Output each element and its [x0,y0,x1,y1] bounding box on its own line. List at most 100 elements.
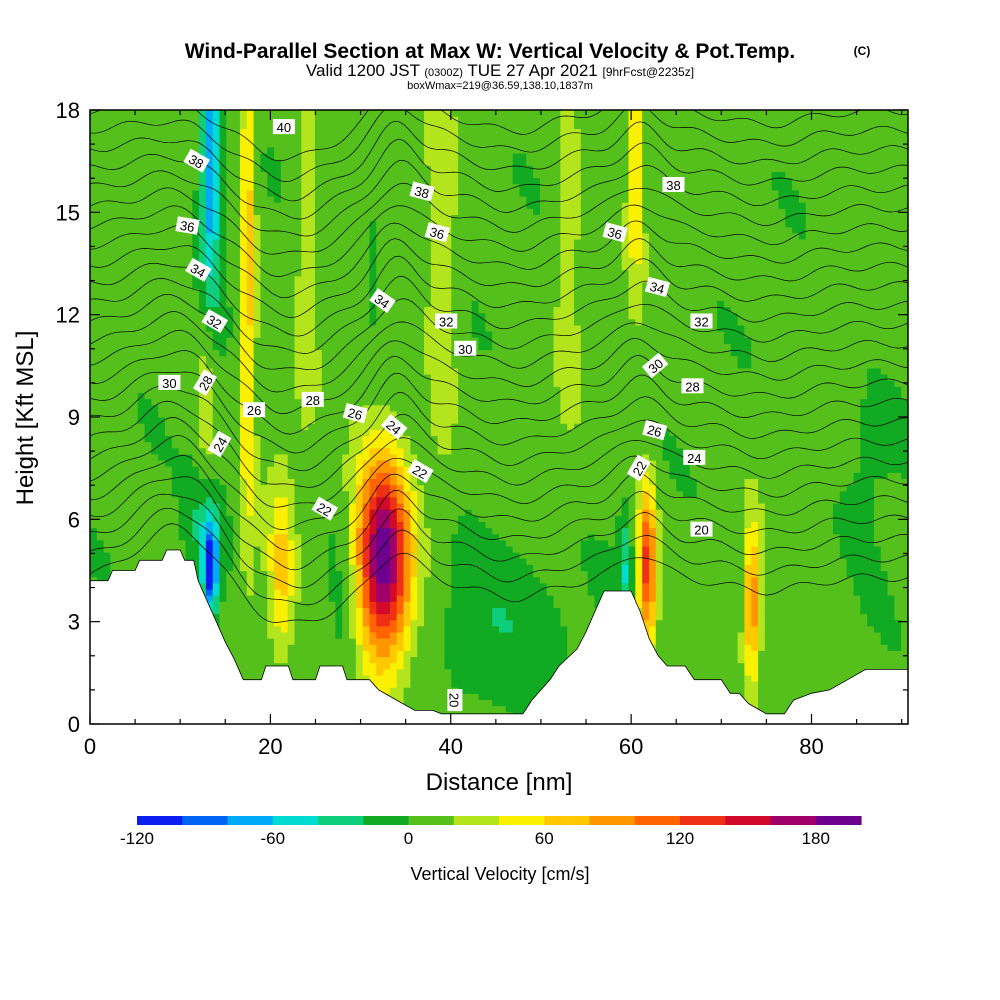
velocity-cell [894,619,902,627]
velocity-cell [328,527,336,535]
velocity-cell [417,595,425,602]
velocity-cell [553,570,561,578]
velocity-cell [417,484,425,492]
velocity-cell [328,496,336,504]
velocity-cell [669,625,677,633]
velocity-cell [601,533,609,541]
velocity-cell [546,570,555,578]
velocity-cell [471,533,480,541]
velocity-cell [703,502,711,510]
velocity-cell [308,552,316,559]
velocity-cell [764,527,773,535]
velocity-cell [362,502,371,510]
velocity-cell [751,625,759,633]
velocity-cell [744,607,752,615]
velocity-cell [478,521,486,529]
velocity-cell [192,466,200,473]
velocity-cell [833,595,841,602]
velocity-cell [655,478,664,486]
velocity-cell [464,502,473,510]
velocity-cell [758,527,766,535]
velocity-cell [519,496,527,504]
velocity-cell [785,631,793,639]
velocity-cell [158,552,166,559]
velocity-cell [846,668,855,676]
velocity-cell [723,515,732,522]
velocity-cell [873,545,882,553]
velocity-cell [683,607,691,615]
velocity-cell [867,619,875,627]
velocity-cell [430,582,439,590]
velocity-cell [546,668,555,676]
velocity-cell [628,588,636,596]
velocity-cell [512,613,521,621]
velocity-cell [846,570,855,578]
velocity-cell [478,631,486,639]
velocity-cell [137,515,146,522]
velocity-cell [349,588,357,596]
velocity-cell [308,496,316,504]
velocity-cell [458,576,466,584]
velocity-cell [471,484,480,492]
velocity-cell [103,484,112,492]
velocity-cell [785,515,793,522]
velocity-cell [723,656,732,664]
velocity-cell [444,607,452,615]
velocity-cell [717,644,725,651]
velocity-cell [226,527,234,535]
velocity-cell [785,607,793,615]
velocity-cell [819,625,827,633]
velocity-cell [294,527,302,535]
velocity-cell [519,545,527,553]
velocity-cell [471,539,480,547]
velocity-cell [478,601,486,608]
velocity-cell [778,588,786,596]
velocity-cell [546,607,555,615]
velocity-cell [594,595,602,602]
velocity-cell [539,490,548,498]
velocity-cell [464,668,473,676]
velocity-cell [444,588,452,596]
velocity-cell [785,674,793,682]
velocity-cell [833,509,841,516]
velocity-cell [444,490,452,498]
velocity-cell [158,515,166,522]
velocity-cell [117,521,125,529]
velocity-cell [648,576,657,584]
velocity-cell [771,693,780,701]
velocity-cell [798,601,807,608]
velocity-cell [403,515,411,522]
velocity-cell [580,502,589,510]
velocity-cell [178,478,187,486]
velocity-cell [389,484,398,492]
velocity-cell [860,662,868,670]
velocity-cell [546,595,555,602]
velocity-cell [355,515,364,522]
velocity-cell [703,570,711,578]
velocity-cell [778,595,786,602]
velocity-cell [424,595,432,602]
velocity-cell [873,484,882,492]
velocity-cell [212,466,221,473]
velocity-cell [567,521,575,529]
velocity-cell [730,533,739,541]
velocity-cell [396,570,405,578]
velocity-cell [369,539,377,547]
velocity-cell [233,601,241,608]
velocity-cell [764,472,773,479]
velocity-cell [321,545,330,553]
velocity-cell [792,693,800,701]
velocity-cell [785,539,793,547]
velocity-cell [812,533,820,541]
velocity-cell [669,545,677,553]
velocity-cell [437,656,446,664]
velocity-cell [362,595,371,602]
velocity-cell [478,588,486,596]
velocity-cell [676,619,684,627]
velocity-cell [464,613,473,621]
velocity-cell [308,502,316,510]
velocity-cell [471,656,480,664]
velocity-cell [376,674,384,682]
velocity-cell [792,570,800,578]
velocity-cell [389,558,398,565]
